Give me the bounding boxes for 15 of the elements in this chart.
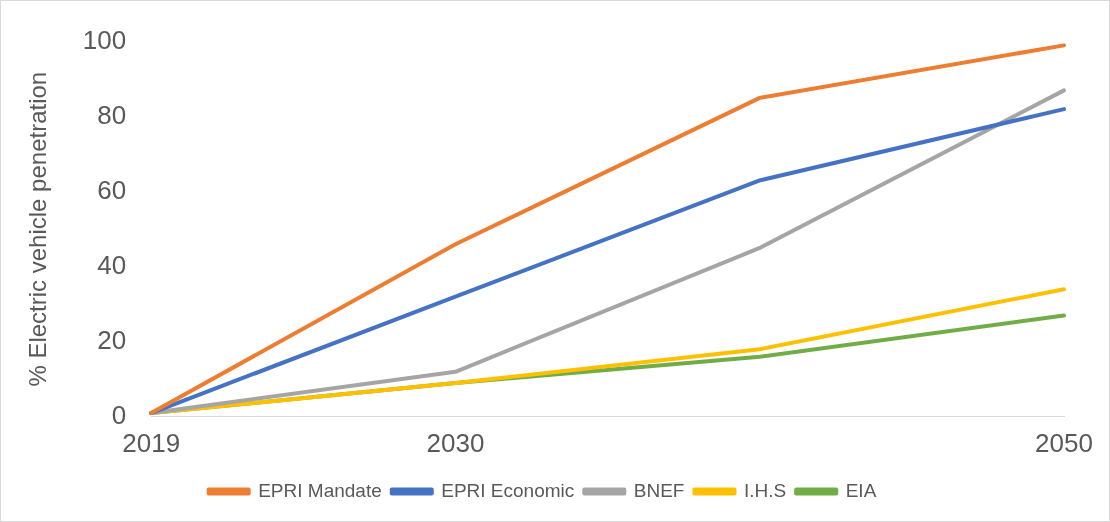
y-tick-label: 40 (97, 249, 127, 280)
y-tick-label: 0 (111, 399, 127, 430)
x-tick-label: 2030 (426, 427, 485, 458)
legend-label: BNEF (633, 479, 685, 501)
y-axis-title: % Electric vehicle penetration (24, 71, 52, 387)
legend-label: EIA (845, 479, 877, 501)
y-tick-label: 100 (82, 24, 127, 55)
legend-label: EPRI Economic (441, 479, 575, 501)
legend-label: I.H.S (743, 479, 787, 501)
x-tick-label: 2050 (1035, 427, 1093, 458)
y-tick-label: 20 (97, 324, 127, 355)
y-tick-label: 60 (97, 174, 127, 205)
legend-label: EPRI Mandate (258, 479, 382, 501)
x-tick-label: 2019 (122, 427, 181, 458)
y-tick-label: 80 (97, 99, 127, 130)
